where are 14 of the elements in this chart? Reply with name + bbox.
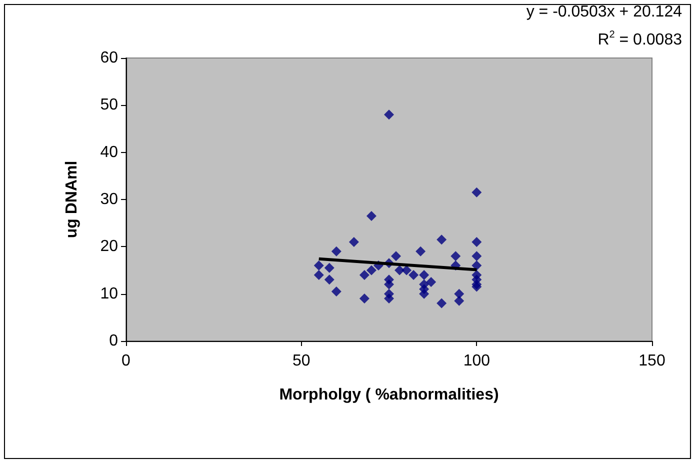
- y-tick-label: 20: [100, 238, 118, 256]
- y-axis-title: ug DNAml: [64, 160, 80, 238]
- x-tick-label: 100: [463, 352, 490, 370]
- x-tick-label: 50: [292, 352, 310, 370]
- y-tick-label: 60: [100, 50, 118, 66]
- x-axis-title: Morpholgy ( %abnormalities): [279, 386, 499, 404]
- y-tick-label: 30: [100, 191, 118, 208]
- y-tick-label: 10: [100, 285, 118, 302]
- y-tick-label: 0: [109, 332, 118, 350]
- y-tick-label: 50: [100, 96, 118, 114]
- text: y = -0.0503x + 20.124: [526, 4, 682, 20]
- y-tick-label: 40: [100, 144, 118, 161]
- x-tick-label: 0: [122, 352, 131, 370]
- x-tick-label: 150: [638, 352, 666, 370]
